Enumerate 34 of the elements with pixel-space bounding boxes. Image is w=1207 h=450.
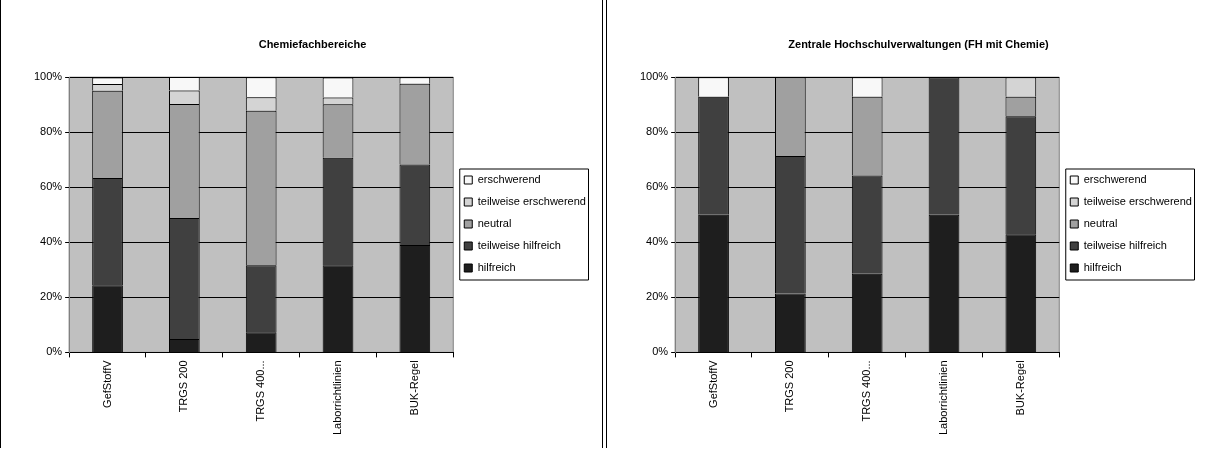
legend-label: teilweise hilfreich xyxy=(1083,239,1167,252)
x-tick-label: TRGS 200 xyxy=(177,360,190,413)
x-tick-label: TRGS 200 xyxy=(783,360,796,413)
x-tick-label: TRGS 400... xyxy=(254,360,267,422)
y-tick-label: 80% xyxy=(646,125,669,138)
legend-label: teilweise hilfreich xyxy=(477,239,561,252)
x-tick-label: BUK-Regel xyxy=(1013,360,1026,416)
x-tick-label: Laborrichtlinien xyxy=(331,360,344,436)
y-tick-label: 40% xyxy=(40,235,63,248)
legend-label: erschwerend xyxy=(477,173,541,186)
y-tick-label: 60% xyxy=(646,180,669,193)
y-tick-label: 60% xyxy=(40,180,63,193)
x-tick-label: GefStoffV xyxy=(706,359,719,408)
x-tick-label: BUK-Regel xyxy=(407,360,420,416)
chart-title: Zentrale Hochschulverwaltungen (FH mit Chemie) xyxy=(788,37,1050,50)
legend-label: hilfreich xyxy=(477,261,516,274)
x-tick-label: TRGS 400... xyxy=(860,360,873,422)
legend-label: teilweise erschwerend xyxy=(1083,195,1192,208)
legend-label: hilfreich xyxy=(1083,261,1122,274)
y-tick-label: 80% xyxy=(40,125,63,138)
y-tick-label: 100% xyxy=(639,70,669,83)
legend-label: neutral xyxy=(477,217,512,230)
legend-label: teilweise erschwerend xyxy=(477,195,586,208)
x-tick-label: Laborrichtlinien xyxy=(937,360,950,436)
y-tick-label: 40% xyxy=(646,235,669,248)
y-tick-label: 100% xyxy=(33,70,63,83)
legend-label: neutral xyxy=(1083,217,1118,230)
y-tick-label: 20% xyxy=(40,290,63,303)
y-tick-label: 0% xyxy=(46,345,63,358)
chart-title: Chemiefachbereiche xyxy=(258,37,367,50)
x-tick-label: GefStoffV xyxy=(100,359,113,408)
legend-label: erschwerend xyxy=(1083,173,1147,186)
y-tick-label: 20% xyxy=(646,290,669,303)
y-tick-label: 0% xyxy=(652,345,669,358)
